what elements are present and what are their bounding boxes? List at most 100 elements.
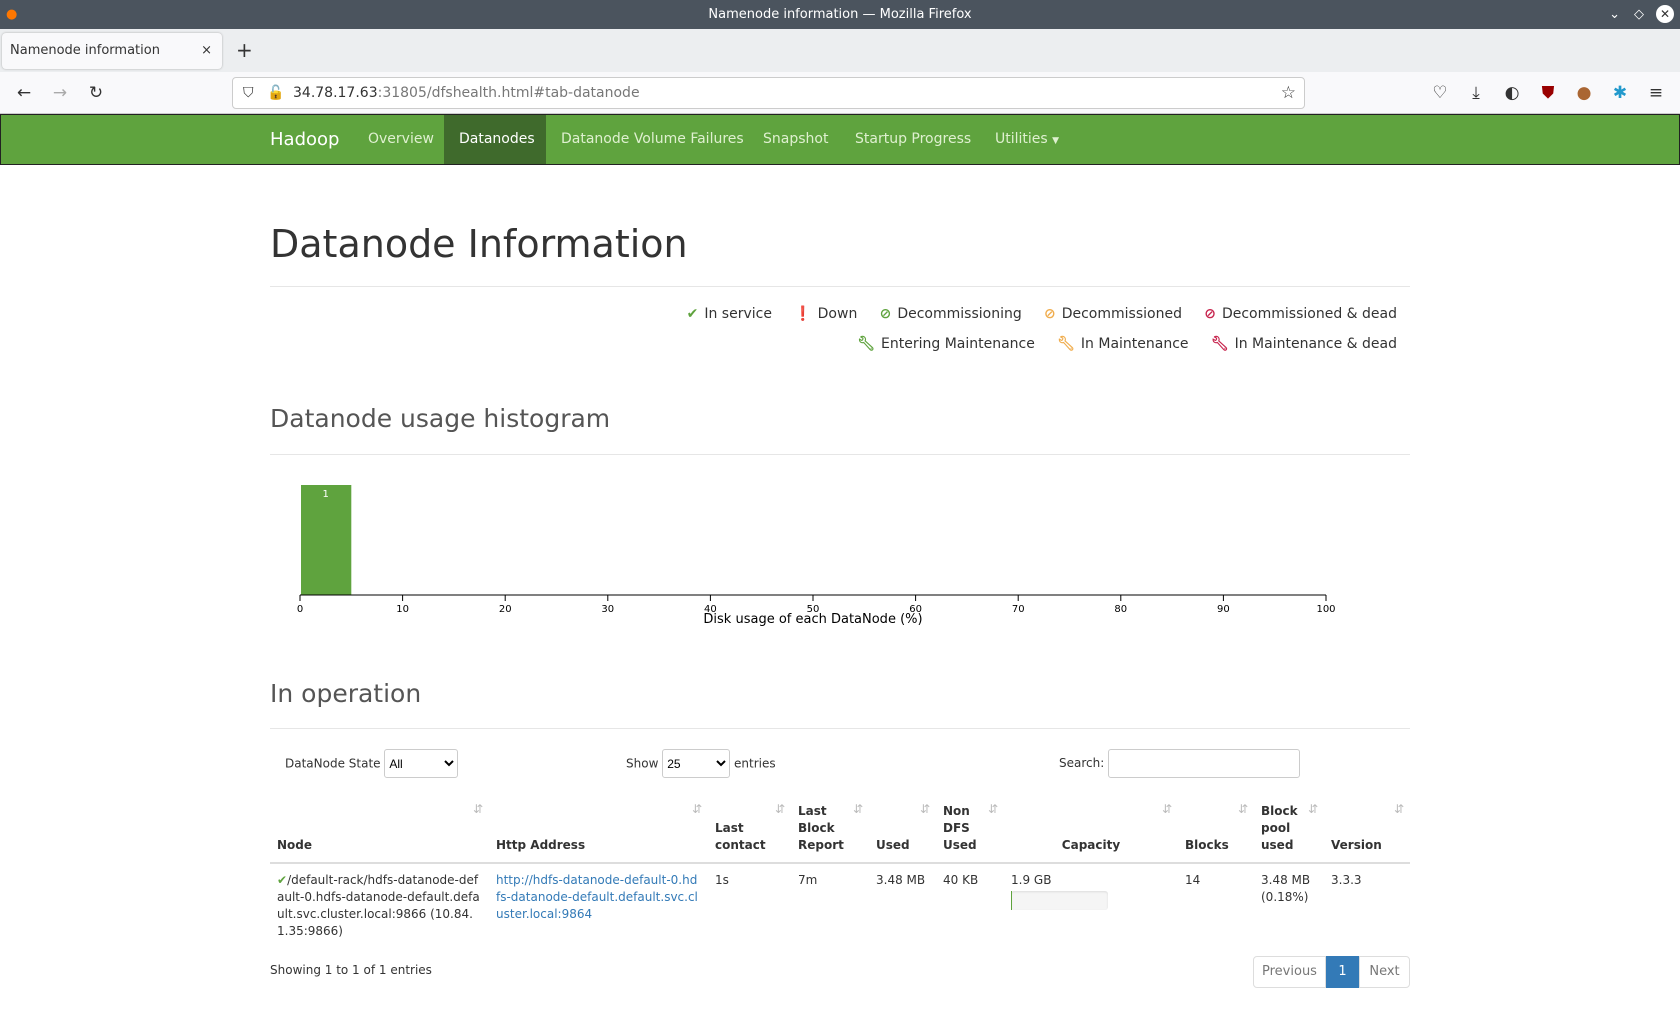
nav-startup-progress[interactable]: Startup Progress [855, 131, 972, 147]
wrench-icon: 🔧︎ [1210, 336, 1229, 352]
x-tick-label: 80 [1114, 604, 1127, 615]
previous-button[interactable]: Previous [1253, 956, 1326, 988]
sort-icon: ⇵ [1393, 802, 1404, 816]
histogram-heading: Datanode usage histogram [270, 404, 611, 433]
page-title: Datanode Information [270, 222, 688, 266]
last-contact: 1s [715, 873, 729, 887]
legend-label: Down [817, 306, 858, 322]
datanode-state-select[interactable]: All [384, 749, 459, 778]
entries-label: entries [734, 756, 776, 771]
bookmark-star-icon[interactable]: ☆ [1280, 83, 1296, 103]
extension-star-icon[interactable]: ✱ [1612, 83, 1628, 103]
close-tab-icon[interactable]: × [201, 43, 212, 58]
pocket-icon[interactable]: ♡ [1432, 83, 1448, 103]
search-box: Search: [1059, 749, 1301, 778]
col-capacity[interactable]: Capacity ⇵ [1004, 795, 1178, 864]
brand[interactable]: Hadoop [270, 129, 340, 150]
nav-datanodes[interactable]: Datanodes [444, 115, 546, 164]
x-tick-label: 100 [1316, 604, 1335, 615]
firefox-icon: ● [6, 7, 18, 22]
page-1-button[interactable]: 1 [1326, 956, 1359, 988]
sort-icon: ⇵ [919, 802, 930, 816]
bar-data-label: 1 [322, 489, 328, 500]
col-blocks[interactable]: Blocks ⇵ [1178, 795, 1254, 864]
col-version[interactable]: Version ⇵ [1324, 795, 1410, 864]
col-http-address[interactable]: Http Address ⇵ [489, 795, 708, 864]
capacity-progress-bar [1011, 891, 1108, 910]
insecure-lock-icon: 🔓 [267, 85, 285, 101]
blocks: 14 [1185, 873, 1201, 887]
nav-overview[interactable]: Overview [368, 131, 434, 147]
divider [270, 454, 1410, 455]
sort-icon: ⇵ [1237, 802, 1248, 816]
forward-icon[interactable]: → [52, 83, 68, 103]
legend-label: In Maintenance & dead [1234, 336, 1397, 352]
hadoop-navbar: Hadoop Overview Datanodes Datanode Volum… [0, 114, 1680, 165]
block-pool-used: 3.48 MB (0.18%) [1261, 873, 1311, 904]
wrench-icon: 🔧︎ [857, 336, 876, 352]
sort-icon: ⇵ [691, 802, 702, 816]
x-tick-label: 40 [704, 604, 717, 615]
tab-bar: Namenode information × + [0, 29, 1680, 72]
new-tab-icon[interactable]: + [236, 38, 253, 62]
col-node[interactable]: Node ⇵ [270, 795, 489, 864]
nav-utilities[interactable]: Utilities ▼ [980, 115, 1074, 164]
browser-tab[interactable]: Namenode information × [2, 33, 222, 69]
histogram-bar [301, 485, 352, 595]
url-bar[interactable]: ⛉ 🔓 34.78.17.63:31805/dfshealth.html#tab… [232, 77, 1305, 109]
sort-icon: ⇵ [852, 802, 863, 816]
http-address-link[interactable]: http://hdfs-datanode-default-0.hdfs-data… [496, 873, 698, 921]
x-tick-label: 90 [1217, 604, 1230, 615]
cookie-icon[interactable]: ● [1576, 83, 1592, 103]
tab-title: Namenode information [10, 43, 160, 58]
legend-down: ❗ Down [794, 306, 857, 322]
ublock-icon[interactable]: ⛊ [1541, 83, 1555, 103]
window-titlebar: ● Namenode information — Mozilla Firefox… [0, 0, 1680, 29]
caret-down-icon: ▼ [1052, 136, 1060, 146]
close-window-icon[interactable]: ✕ [1656, 5, 1674, 23]
in-service-check-icon: ✔ [277, 873, 288, 887]
col-non-dfs-used[interactable]: Non DFS Used ⇵ [936, 795, 1004, 864]
extension-icon[interactable]: ◐ [1504, 83, 1520, 103]
legend-row-1: ✔ In service ❗ Down ⊘ Decommissioning ⊘ Deco… [687, 306, 1397, 322]
sort-icon: ⇵ [987, 802, 998, 816]
legend-label: Decommissioned & dead [1221, 306, 1397, 322]
legend-in-maintenance-dead: 🔧︎ In Maintenance & dead [1211, 336, 1397, 352]
operation-heading: In operation [270, 679, 422, 708]
maximize-icon[interactable]: ◇ [1634, 7, 1644, 22]
x-tick-label: 0 [297, 604, 303, 615]
legend-label: Entering Maintenance [881, 336, 1035, 352]
col-last-block-report[interactable]: Last Block Report ⇵ [791, 795, 869, 864]
entries-select[interactable]: 25 [662, 749, 731, 778]
legend-decommissioned: ⊘ Decommissioned [1044, 306, 1182, 322]
col-last-contact[interactable]: Last contact ⇵ [708, 795, 791, 864]
divider [270, 286, 1410, 287]
ban-icon: ⊘ [1043, 306, 1056, 322]
col-block-pool-used[interactable]: Block pool used ⇵ [1254, 795, 1324, 864]
x-tick-label: 20 [499, 604, 512, 615]
minimize-icon[interactable]: ⌄ [1609, 7, 1620, 22]
shield-icon: ⛉ [243, 85, 254, 101]
x-tick-label: 60 [909, 604, 922, 615]
wrench-icon: 🔧︎ [1057, 336, 1075, 352]
back-icon[interactable]: ← [16, 83, 32, 103]
x-tick-label: 10 [396, 604, 409, 615]
legend-decommissioning: ⊘ Decommissioning [880, 306, 1022, 322]
last-block-report: 7m [798, 873, 818, 887]
col-used[interactable]: Used ⇵ [869, 795, 936, 864]
non-dfs-used: 40 KB [943, 873, 979, 887]
search-input[interactable] [1108, 749, 1301, 778]
legend-label: Decommissioned [1061, 306, 1182, 322]
exclamation-circle-icon: ❗ [794, 306, 812, 322]
legend-entering-maintenance: 🔧︎ Entering Maintenance [857, 336, 1035, 352]
browser-toolbar: ← → ↻ ⛉ 🔓 34.78.17.63:31805/dfshealth.ht… [0, 72, 1680, 114]
download-icon[interactable]: ⤓ [1472, 83, 1480, 103]
next-button[interactable]: Next [1359, 956, 1410, 988]
nav-volume-failures[interactable]: Datanode Volume Failures [561, 131, 744, 147]
reload-icon[interactable]: ↻ [88, 83, 104, 103]
menu-icon[interactable]: ≡ [1648, 83, 1664, 103]
nav-snapshot[interactable]: Snapshot [763, 131, 829, 147]
check-icon: ✔ [686, 306, 699, 322]
legend-in-maintenance: 🔧︎ In Maintenance [1057, 336, 1188, 352]
url-path: :31805/dfshealth.html#tab-datanode [377, 85, 640, 101]
